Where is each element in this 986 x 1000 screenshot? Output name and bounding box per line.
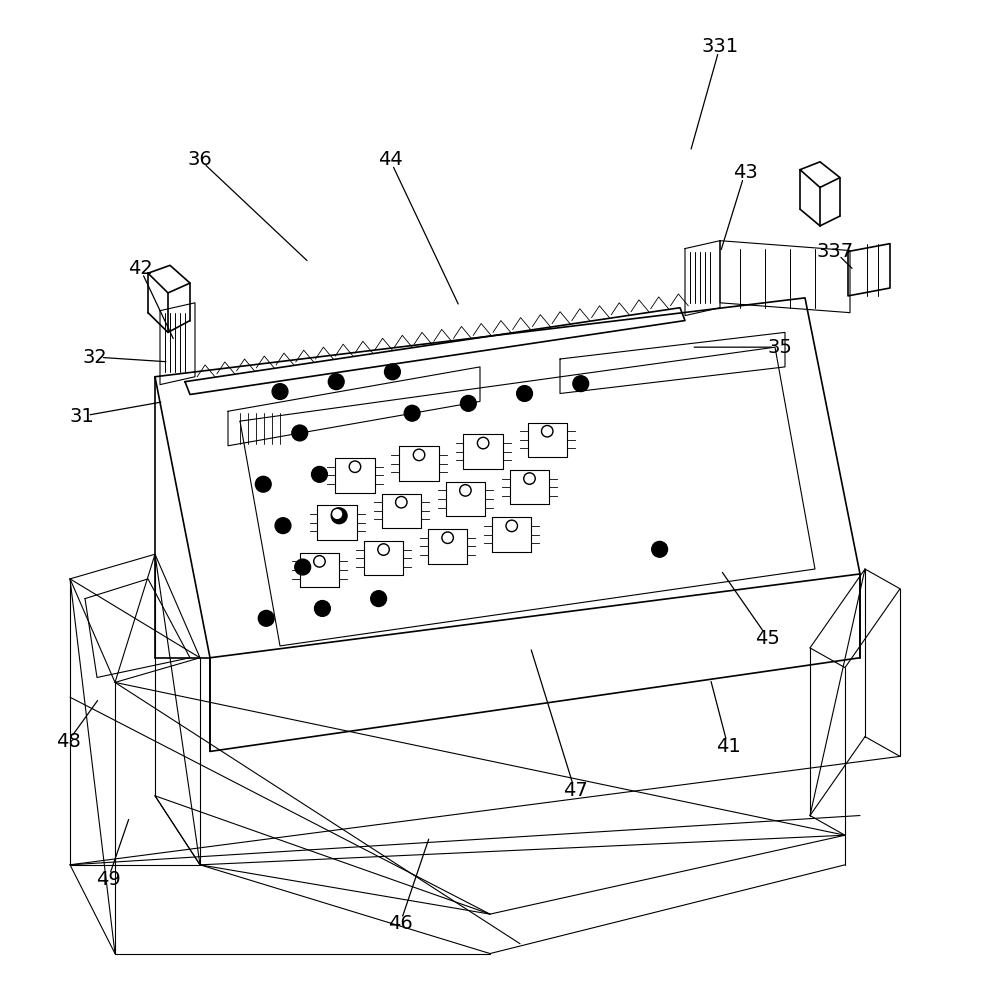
Text: 44: 44 xyxy=(378,150,402,169)
Circle shape xyxy=(442,532,454,543)
Circle shape xyxy=(333,510,341,518)
Circle shape xyxy=(255,476,271,492)
Text: 48: 48 xyxy=(55,732,81,751)
Circle shape xyxy=(397,498,405,507)
Circle shape xyxy=(477,437,489,449)
Circle shape xyxy=(506,520,518,532)
Circle shape xyxy=(371,591,387,606)
Circle shape xyxy=(461,486,469,495)
Circle shape xyxy=(395,496,407,508)
Text: 45: 45 xyxy=(755,629,781,648)
Circle shape xyxy=(460,395,476,411)
Circle shape xyxy=(378,544,389,555)
Circle shape xyxy=(351,462,359,471)
Text: 31: 31 xyxy=(70,407,95,426)
Text: 49: 49 xyxy=(96,870,120,889)
Circle shape xyxy=(315,601,330,616)
Circle shape xyxy=(573,376,589,392)
Text: 331: 331 xyxy=(701,37,739,56)
Circle shape xyxy=(385,364,400,380)
Text: 42: 42 xyxy=(127,259,153,278)
Circle shape xyxy=(349,461,361,472)
Circle shape xyxy=(415,451,423,459)
Circle shape xyxy=(292,425,308,441)
Text: 43: 43 xyxy=(733,163,757,182)
Text: 46: 46 xyxy=(387,914,412,933)
Circle shape xyxy=(543,427,551,436)
Circle shape xyxy=(508,522,516,530)
Text: 47: 47 xyxy=(563,781,588,800)
Circle shape xyxy=(380,545,387,554)
Circle shape xyxy=(404,405,420,421)
Text: 337: 337 xyxy=(816,242,854,261)
Circle shape xyxy=(275,518,291,534)
Text: 41: 41 xyxy=(716,737,740,756)
Text: 32: 32 xyxy=(83,348,107,367)
Circle shape xyxy=(479,439,487,447)
Circle shape xyxy=(295,559,311,575)
Circle shape xyxy=(331,508,347,524)
Circle shape xyxy=(526,474,533,483)
Circle shape xyxy=(459,485,471,496)
Circle shape xyxy=(444,533,452,542)
Circle shape xyxy=(541,425,553,437)
Circle shape xyxy=(517,386,532,401)
Circle shape xyxy=(331,508,343,520)
Circle shape xyxy=(316,557,323,566)
Circle shape xyxy=(312,466,327,482)
Circle shape xyxy=(524,473,535,484)
Circle shape xyxy=(314,556,325,567)
Text: 35: 35 xyxy=(767,338,793,357)
Circle shape xyxy=(258,610,274,626)
Text: 36: 36 xyxy=(187,150,212,169)
Circle shape xyxy=(652,541,668,557)
Circle shape xyxy=(413,449,425,461)
Circle shape xyxy=(328,374,344,390)
Circle shape xyxy=(272,384,288,399)
